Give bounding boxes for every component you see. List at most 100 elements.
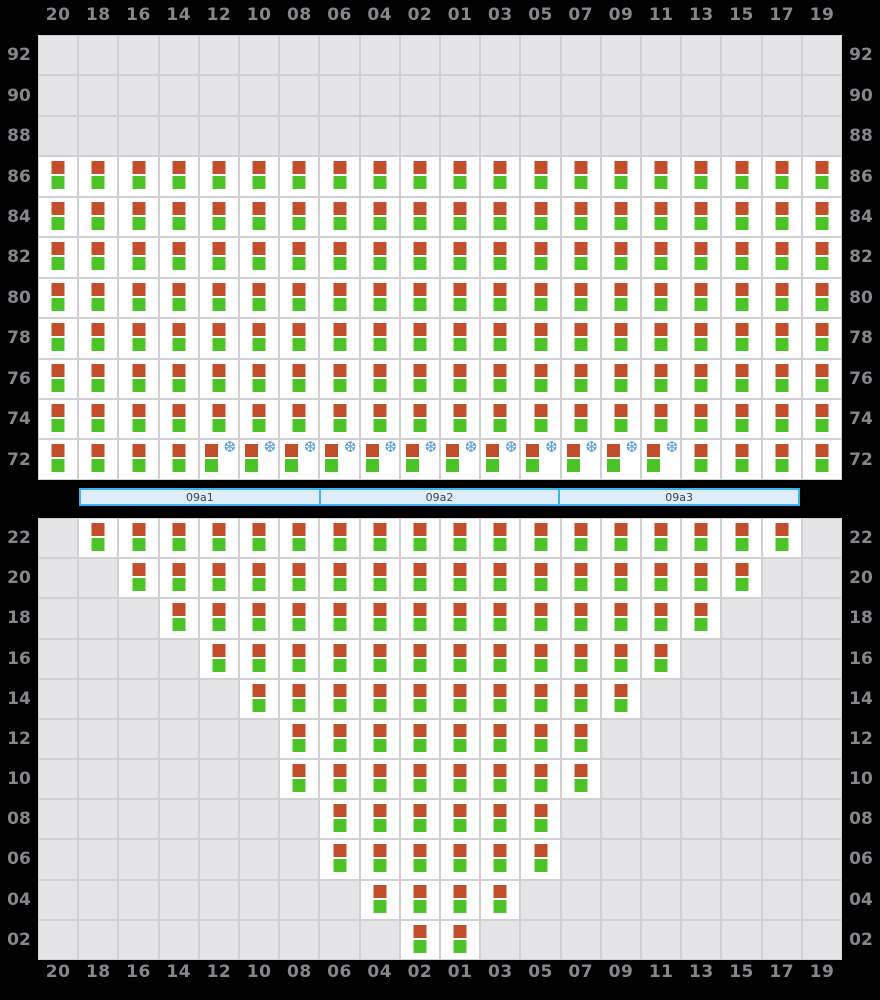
slot-occupied-02-02[interactable]	[400, 920, 440, 959]
slot-occupied-14-78[interactable]	[159, 319, 198, 358]
slot-occupied-08-82[interactable]	[280, 238, 319, 277]
slot-occupied-07-16[interactable]	[561, 639, 600, 678]
slot-occupied-11-80[interactable]	[642, 278, 681, 318]
slot-occupied-07-84[interactable]	[561, 197, 600, 237]
slot-occupied-04-22[interactable]	[360, 519, 399, 558]
slot-occupied-02-10[interactable]	[400, 760, 440, 799]
slot-occupied-06-14[interactable]	[320, 679, 359, 718]
slot-occupied-07-76[interactable]	[561, 359, 600, 398]
slot-occupied-04-04[interactable]	[360, 880, 399, 919]
slot-occupied-03-84[interactable]	[481, 197, 520, 237]
slot-occupied-02-12[interactable]	[400, 719, 440, 759]
slot-occupied-16-82[interactable]	[119, 238, 158, 277]
slot-occupied-14-80[interactable]	[159, 278, 198, 318]
slot-occupied-10-80[interactable]	[240, 278, 279, 318]
slot-occupied-14-86[interactable]	[159, 157, 198, 196]
slot-occupied-06-06[interactable]	[320, 840, 359, 879]
slot-occupied-01-80[interactable]	[441, 278, 480, 318]
slot-occupied-06-74[interactable]	[320, 399, 359, 439]
slot-occupied-14-84[interactable]	[159, 197, 198, 237]
slot-occupied-15-80[interactable]	[722, 278, 761, 318]
slot-occupied-17-84[interactable]	[762, 197, 801, 237]
slot-occupied-12-22[interactable]	[199, 519, 239, 558]
slot-occupied-19-86[interactable]	[802, 157, 842, 196]
slot-occupied-10-76[interactable]	[240, 359, 279, 398]
slot-occupied-08-76[interactable]	[280, 359, 319, 398]
slot-occupied-05-74[interactable]	[521, 399, 560, 439]
slot-occupied-04-16[interactable]	[360, 639, 399, 678]
slot-occupied-01-82[interactable]	[441, 238, 480, 277]
slot-occupied-14-22[interactable]	[159, 519, 198, 558]
slot-occupied-12-80[interactable]	[199, 278, 239, 318]
slot-occupied-08-16[interactable]	[280, 639, 319, 678]
slot-occupied-09-74[interactable]	[601, 399, 641, 439]
slot-occupied-05-78[interactable]	[521, 319, 560, 358]
slot-occupied-01-04[interactable]	[441, 880, 480, 919]
slot-occupied-13-78[interactable]	[682, 319, 721, 358]
slot-occupied-05-76[interactable]	[521, 359, 560, 398]
slot-occupied-03-08[interactable]	[481, 800, 520, 839]
slot-occupied-07-74[interactable]	[561, 399, 600, 439]
slot-occupied-06-84[interactable]	[320, 197, 359, 237]
slot-occupied-09-76[interactable]	[601, 359, 641, 398]
slot-occupied-07-18[interactable]	[561, 599, 600, 638]
slot-occupied-07-12[interactable]	[561, 719, 600, 759]
slot-occupied-16-72[interactable]	[119, 440, 158, 479]
slot-occupied-03-20[interactable]	[481, 559, 520, 598]
slot-occupied-01-10[interactable]	[441, 760, 480, 799]
slot-occupied-08-72[interactable]: ❆	[280, 439, 319, 479]
slot-occupied-07-86[interactable]	[561, 157, 600, 196]
slot-occupied-16-78[interactable]	[119, 319, 158, 358]
slot-occupied-12-84[interactable]	[199, 197, 239, 237]
slot-occupied-01-12[interactable]	[441, 719, 480, 759]
slot-occupied-09-18[interactable]	[601, 599, 641, 638]
slot-occupied-20-72[interactable]	[39, 440, 78, 479]
slot-occupied-14-74[interactable]	[159, 399, 198, 439]
slot-occupied-16-76[interactable]	[119, 359, 158, 398]
slot-occupied-04-20[interactable]	[360, 559, 399, 598]
slot-occupied-09-22[interactable]	[601, 519, 641, 558]
slot-occupied-18-86[interactable]	[79, 157, 118, 196]
slot-occupied-03-12[interactable]	[481, 719, 520, 759]
slot-occupied-01-18[interactable]	[441, 599, 480, 638]
slot-occupied-02-14[interactable]	[400, 679, 440, 718]
slot-occupied-06-86[interactable]	[320, 157, 359, 196]
slot-occupied-13-20[interactable]	[682, 559, 721, 598]
slot-occupied-07-78[interactable]	[561, 319, 600, 358]
slot-occupied-05-12[interactable]	[521, 719, 560, 759]
slot-occupied-08-78[interactable]	[280, 319, 319, 358]
slot-occupied-14-82[interactable]	[159, 238, 198, 277]
slot-occupied-20-82[interactable]	[39, 238, 78, 277]
slot-occupied-08-20[interactable]	[280, 559, 319, 598]
slot-occupied-19-72[interactable]	[802, 440, 842, 479]
slot-occupied-15-74[interactable]	[722, 399, 761, 439]
slot-occupied-10-84[interactable]	[240, 197, 279, 237]
slot-occupied-16-84[interactable]	[119, 197, 158, 237]
slot-occupied-17-22[interactable]	[762, 519, 801, 558]
hatch-cover-09a3[interactable]: 09a3	[558, 488, 801, 506]
slot-occupied-09-84[interactable]	[601, 197, 641, 237]
slot-occupied-10-22[interactable]	[240, 519, 279, 558]
slot-occupied-03-22[interactable]	[481, 519, 520, 558]
slot-occupied-17-86[interactable]	[762, 157, 801, 196]
slot-occupied-17-76[interactable]	[762, 359, 801, 398]
slot-occupied-13-22[interactable]	[682, 519, 721, 558]
slot-occupied-06-80[interactable]	[320, 278, 359, 318]
slot-occupied-03-74[interactable]	[481, 399, 520, 439]
slot-occupied-11-74[interactable]	[642, 399, 681, 439]
slot-occupied-10-78[interactable]	[240, 319, 279, 358]
slot-occupied-05-10[interactable]	[521, 760, 560, 799]
slot-occupied-01-02[interactable]	[441, 920, 480, 959]
slot-occupied-12-76[interactable]	[199, 359, 239, 398]
slot-occupied-11-82[interactable]	[642, 238, 681, 277]
slot-occupied-14-18[interactable]	[159, 599, 198, 638]
slot-occupied-12-16[interactable]	[199, 639, 239, 678]
slot-occupied-03-86[interactable]	[481, 157, 520, 196]
slot-occupied-19-74[interactable]	[802, 399, 842, 439]
slot-occupied-03-76[interactable]	[481, 359, 520, 398]
slot-occupied-01-14[interactable]	[441, 679, 480, 718]
slot-occupied-07-72[interactable]: ❆	[561, 439, 600, 479]
slot-occupied-20-74[interactable]	[39, 399, 78, 439]
slot-occupied-08-10[interactable]	[280, 760, 319, 799]
slot-occupied-11-86[interactable]	[642, 157, 681, 196]
